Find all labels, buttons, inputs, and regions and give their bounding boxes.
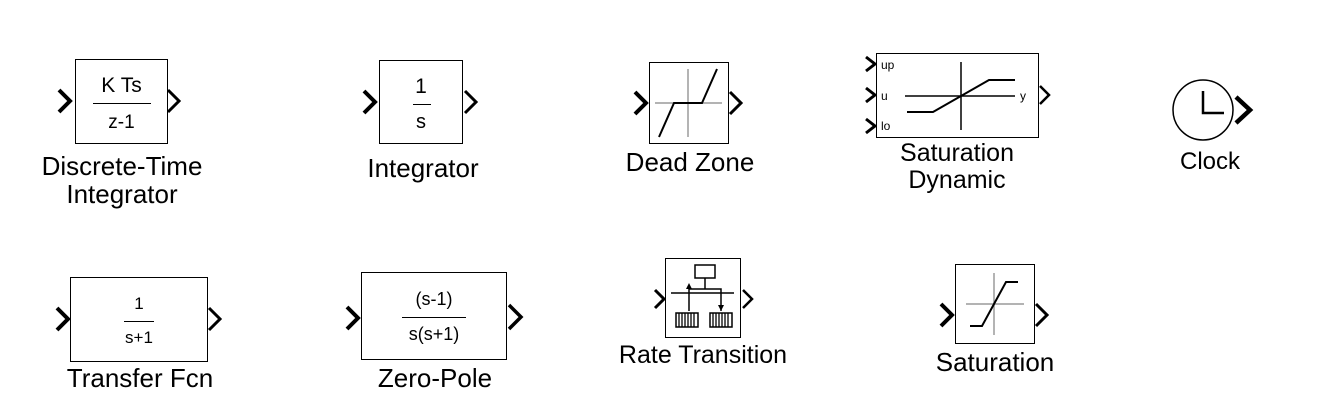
saturation-curve-icon bbox=[966, 273, 1024, 335]
port-label-u: u bbox=[881, 89, 888, 103]
input-port-lo-arrow[interactable] bbox=[864, 117, 878, 135]
block-denominator: z-1 bbox=[108, 112, 135, 133]
fraction-bar bbox=[93, 103, 151, 104]
label-line: Discrete-Time bbox=[41, 151, 203, 181]
block-denominator: s bbox=[416, 111, 426, 133]
fraction-bar bbox=[413, 104, 431, 105]
port-label-lo: lo bbox=[881, 119, 891, 133]
port-label-y: y bbox=[1020, 89, 1026, 103]
port-label-up: up bbox=[881, 58, 895, 72]
input-port-arrow[interactable] bbox=[55, 306, 71, 332]
rate-transition-block[interactable] bbox=[665, 258, 741, 338]
block-denominator: s+1 bbox=[125, 328, 153, 347]
block-numerator: K Ts bbox=[101, 74, 142, 97]
input-port-arrow[interactable] bbox=[653, 288, 667, 310]
input-port-arrow[interactable] bbox=[57, 88, 73, 114]
discrete-time-integrator-label: Discrete-Time Integrator bbox=[18, 152, 226, 208]
clock-label: Clock bbox=[1179, 148, 1240, 175]
saturation-curve-icon bbox=[905, 62, 1015, 130]
discrete-time-integrator-block[interactable]: K Ts z-1 bbox=[75, 59, 168, 144]
saturation-dynamic-label: Saturation Dynamic bbox=[868, 140, 1046, 194]
block-numerator: (s-1) bbox=[415, 289, 453, 309]
label-line: Dynamic bbox=[908, 166, 1006, 194]
label-line: Saturation bbox=[900, 139, 1014, 167]
clock-block[interactable] bbox=[1164, 76, 1260, 148]
integrator-block[interactable]: 1 s bbox=[379, 60, 463, 144]
input-port-arrow[interactable] bbox=[345, 305, 361, 331]
output-port-arrow[interactable] bbox=[207, 306, 223, 332]
transfer-fcn-label: Transfer Fcn bbox=[66, 363, 214, 393]
zero-pole-label: Zero-Pole bbox=[377, 363, 493, 393]
fraction-bar bbox=[402, 317, 466, 318]
input-port-arrow[interactable] bbox=[633, 90, 649, 116]
dead-zone-curve-icon bbox=[655, 68, 722, 138]
saturation-dynamic-block[interactable]: up u lo y bbox=[876, 53, 1039, 138]
saturation-label: Saturation bbox=[935, 347, 1055, 377]
integrator-label: Integrator bbox=[367, 153, 479, 183]
fraction-bar bbox=[124, 321, 154, 322]
output-port-arrow bbox=[1234, 95, 1254, 125]
output-port-arrow[interactable] bbox=[741, 288, 755, 310]
saturation-block[interactable] bbox=[955, 264, 1035, 344]
output-port-y-arrow[interactable] bbox=[1038, 84, 1052, 106]
output-port-arrow[interactable] bbox=[506, 302, 524, 332]
dead-zone-block[interactable] bbox=[649, 62, 729, 144]
input-port-arrow[interactable] bbox=[939, 302, 955, 328]
output-port-arrow[interactable] bbox=[166, 88, 182, 114]
input-port-arrow[interactable] bbox=[362, 89, 378, 115]
output-port-arrow[interactable] bbox=[1034, 302, 1050, 328]
input-port-up-arrow[interactable] bbox=[864, 55, 878, 73]
clock-hands-icon bbox=[1201, 91, 1224, 115]
rate-transition-icon bbox=[671, 264, 734, 328]
input-port-u-arrow[interactable] bbox=[864, 86, 878, 104]
label-line: Integrator bbox=[66, 179, 178, 209]
block-numerator: 1 bbox=[134, 294, 144, 313]
block-numerator: 1 bbox=[415, 75, 427, 98]
transfer-fcn-block[interactable]: 1 s+1 bbox=[70, 277, 208, 362]
zero-pole-block[interactable]: (s-1) s(s+1) bbox=[361, 272, 507, 360]
rate-transition-label: Rate Transition bbox=[618, 341, 788, 369]
dead-zone-label: Dead Zone bbox=[625, 147, 755, 177]
output-port-arrow[interactable] bbox=[728, 90, 744, 116]
block-denominator: s(s+1) bbox=[408, 324, 460, 344]
output-port-arrow[interactable] bbox=[463, 89, 479, 115]
